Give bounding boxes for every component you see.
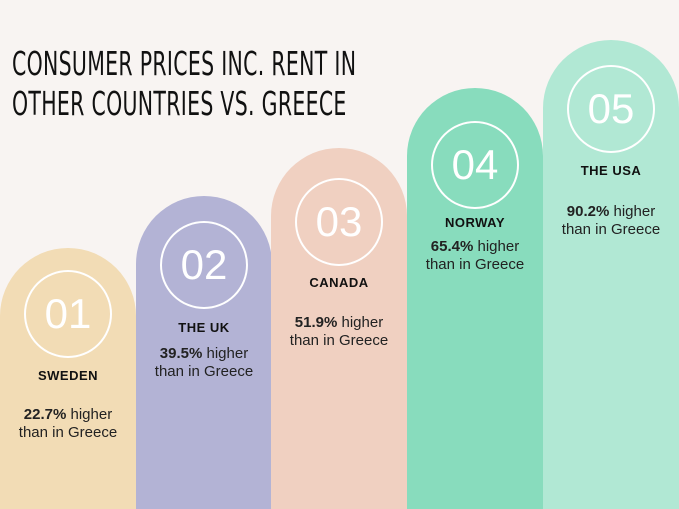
comparison-note: than in Greece — [289, 332, 389, 349]
column: 02 THE UK 39.5% higher than in Greece — [136, 196, 272, 509]
comparison-text: 39.5% higher than in Greece — [136, 345, 272, 381]
column: 03 CANADA 51.9% higher than in Greece — [271, 148, 407, 509]
comparison-word: higher — [70, 406, 113, 423]
title-line: OTHER COUNTRIES VS. GREECE — [12, 84, 347, 123]
comparison-text: 51.9% higher than in Greece — [271, 314, 407, 350]
country-name: CANADA — [309, 275, 369, 290]
comparison-word: higher — [341, 314, 384, 331]
comparison-word: higher — [613, 203, 656, 220]
comparison-note: than in Greece — [154, 363, 254, 380]
step-number: 05 — [567, 65, 655, 153]
comparison-text: 22.7% higher than in Greece — [0, 406, 136, 442]
comparison-note: than in Greece — [18, 424, 118, 441]
percentage: 22.7% — [23, 406, 67, 423]
step-number: 03 — [295, 178, 383, 266]
country-name: THE UK — [178, 320, 230, 335]
percentage: 51.9% — [294, 314, 338, 331]
country-name: SWEDEN — [37, 368, 99, 383]
comparison-note: than in Greece — [561, 221, 661, 238]
step-number: 01 — [24, 270, 112, 358]
country-name: NORWAY — [444, 215, 506, 230]
comparison-word: higher — [477, 238, 520, 255]
comparison-text: 90.2% higher than in Greece — [543, 203, 679, 239]
column: 04 NORWAY 65.4% higher than in Greece — [407, 88, 543, 509]
step-number: 04 — [431, 121, 519, 209]
percentage: 90.2% — [566, 203, 610, 220]
country-name: THE USA — [580, 163, 642, 178]
comparison-text: 65.4% higher than in Greece — [407, 238, 543, 274]
percentage: 65.4% — [430, 238, 474, 255]
column: 05 THE USA 90.2% higher than in Greece — [543, 40, 679, 509]
step-number: 02 — [160, 221, 248, 309]
comparison-word: higher — [206, 345, 249, 362]
title-line: CONSUMER PRICES INC. RENT IN — [12, 44, 357, 83]
percentage: 39.5% — [159, 345, 203, 362]
comparison-note: than in Greece — [425, 256, 525, 273]
column: 01 SWEDEN 22.7% higher than in Greece — [0, 248, 136, 509]
